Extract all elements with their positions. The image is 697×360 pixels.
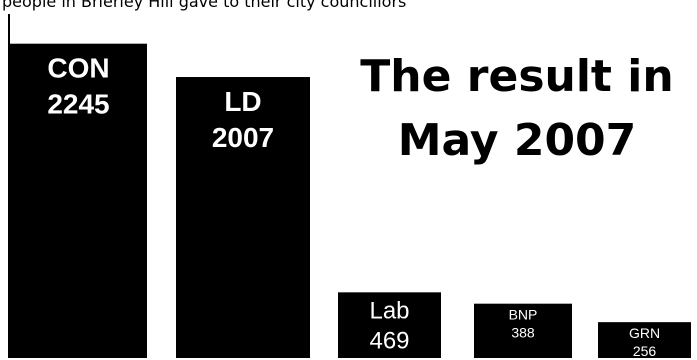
bar-bnp <box>474 303 572 358</box>
chart-title-line-1: The result in <box>360 51 673 102</box>
bar-label-party-bnp: BNP <box>509 307 538 323</box>
bar-label-value-ld: 2007 <box>212 122 274 153</box>
bar-ld <box>176 77 310 359</box>
bar-lab <box>338 292 441 358</box>
bar-label-party-lab: Lab <box>369 298 409 325</box>
chart-title-line-2: May 2007 <box>398 115 637 166</box>
bar-label-party-grn: GRN <box>629 325 660 341</box>
bar-label-value-grn: 256 <box>633 343 657 359</box>
bar-con <box>10 43 147 358</box>
bar-label-party-con: CON <box>47 53 109 84</box>
bar-label-value-bnp: 388 <box>511 325 535 341</box>
bar-label-party-ld: LD <box>224 86 261 117</box>
top-caption: people in Brierley Hill gave to their ci… <box>2 0 407 11</box>
bar-grn <box>598 322 691 358</box>
bar-label-value-con: 2245 <box>47 89 109 120</box>
bar-label-value-lab: 469 <box>369 328 409 355</box>
